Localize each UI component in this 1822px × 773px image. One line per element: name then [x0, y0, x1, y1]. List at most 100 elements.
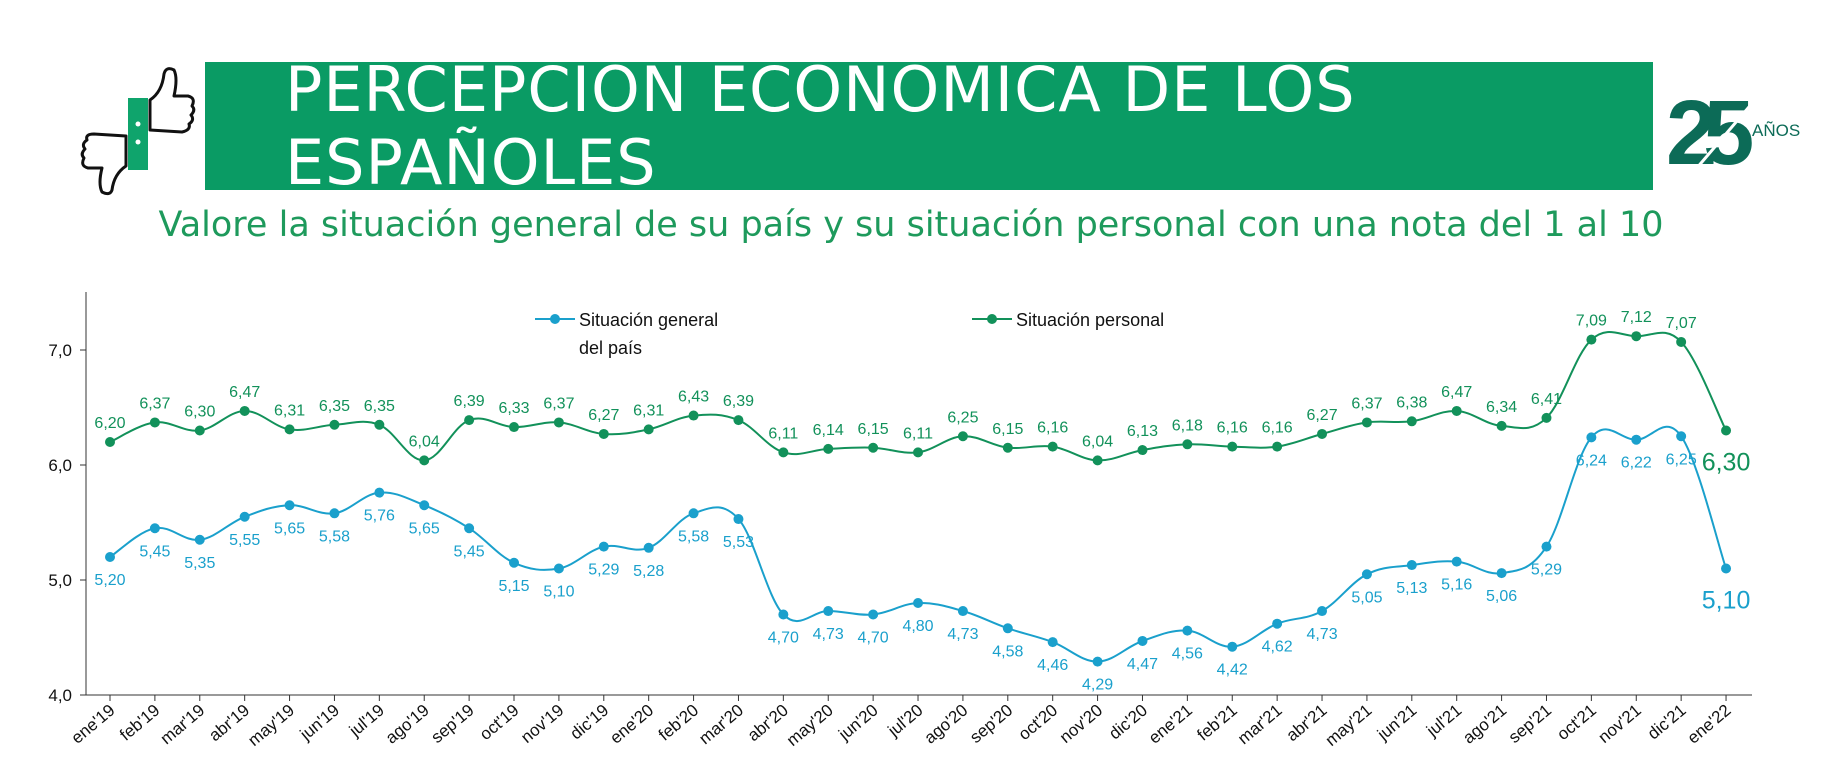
data-label: 5,45	[454, 543, 485, 560]
data-point	[194, 425, 205, 436]
data-label: 6,16	[1217, 420, 1248, 437]
x-tick-label: sep'20	[966, 701, 1016, 747]
data-label: 6,16	[1037, 420, 1068, 437]
data-point	[1182, 625, 1193, 636]
x-tick-label: nov'19	[517, 701, 567, 747]
data-label: 4,47	[1127, 656, 1158, 673]
line-chart: 4,0 5,0 6,0 7,0 5,20 5,45 5,35 5,55 5,65 5,58 5,7…	[48, 292, 1752, 750]
data-point	[1721, 425, 1732, 436]
data-label: 5,06	[1486, 588, 1517, 605]
data-point	[1092, 656, 1103, 667]
data-point	[1227, 441, 1238, 452]
data-label: 5,29	[1531, 562, 1562, 579]
data-label: 5,58	[678, 528, 709, 545]
y-tick-label: 6,0	[48, 456, 72, 475]
data-label: 5,15	[498, 578, 529, 595]
data-point	[778, 447, 789, 458]
data-point	[509, 422, 520, 433]
data-point	[329, 419, 340, 430]
y-tick-label: 4,0	[48, 686, 72, 705]
data-label: 6,37	[139, 395, 170, 412]
data-point	[1541, 412, 1552, 423]
data-label: 4,73	[947, 626, 978, 643]
x-tick-label: jul'20	[884, 701, 927, 741]
data-label: 5,55	[229, 532, 260, 549]
data-label: 6,39	[454, 393, 485, 410]
data-point	[733, 514, 744, 525]
data-label: 4,80	[902, 618, 933, 635]
x-tick-label: mar'19	[157, 701, 209, 749]
data-point	[1047, 441, 1058, 452]
x-tick-label: ene'22	[1684, 701, 1735, 748]
legend-label-general: Situación general	[579, 310, 718, 330]
data-point	[419, 455, 430, 466]
legend-marker-personal	[987, 314, 997, 324]
data-point	[374, 487, 385, 498]
x-tick-label: jun'19	[296, 701, 343, 745]
legend-label-general-line2: del país	[579, 338, 642, 358]
data-label: 4,70	[768, 630, 799, 647]
data-label: 4,70	[858, 630, 889, 647]
data-label: 6,24	[1576, 452, 1607, 469]
data-label: 6,31	[274, 402, 305, 419]
data-point	[239, 511, 250, 522]
data-point	[284, 500, 295, 511]
data-point	[823, 443, 834, 454]
data-label: 4,73	[813, 626, 844, 643]
data-point	[1317, 606, 1328, 617]
data-label: 6,35	[319, 398, 350, 415]
x-tick-label: ago'19	[382, 701, 433, 748]
data-label: 6,15	[858, 421, 889, 438]
x-tick-label: oct'21	[1553, 701, 1600, 744]
data-point	[239, 405, 250, 416]
data-label: 6,04	[409, 433, 440, 450]
data-label: 5,05	[1351, 589, 1382, 606]
data-point	[957, 431, 968, 442]
chart-subtitle: Valore la situación general de su país y…	[158, 205, 1664, 245]
data-point	[105, 437, 115, 447]
chart-legend: Situación general del país Situación perso…	[535, 310, 1164, 358]
data-point	[149, 523, 160, 534]
x-tick-label: feb'21	[1194, 701, 1241, 745]
data-point	[194, 534, 205, 545]
x-tick-label: mar'21	[1234, 701, 1286, 749]
data-label: 6,14	[813, 422, 844, 439]
data-point	[1002, 623, 1013, 634]
data-point	[149, 417, 160, 428]
data-label: 5,53	[723, 534, 754, 551]
data-point	[913, 598, 924, 608]
data-label: 5,65	[409, 520, 440, 537]
x-tick-label: mar'20	[695, 701, 747, 749]
data-point	[1317, 428, 1328, 439]
data-point	[1586, 432, 1597, 443]
data-point	[1496, 420, 1507, 431]
data-point	[598, 541, 609, 552]
data-label: 6,27	[588, 407, 619, 424]
data-point	[778, 609, 789, 620]
data-label: 6,31	[633, 402, 664, 419]
data-point	[643, 424, 654, 435]
data-label: 6,27	[1306, 407, 1337, 424]
data-point	[688, 410, 699, 421]
data-label: 4,56	[1172, 646, 1203, 663]
data-label: 6,13	[1127, 423, 1158, 440]
data-label: 6,38	[1396, 394, 1427, 411]
series-lines	[109, 331, 1727, 663]
data-point	[598, 428, 609, 439]
data-point	[733, 415, 744, 426]
x-tick-label: nov'21	[1595, 701, 1645, 747]
data-point	[1406, 416, 1417, 427]
thumbs-down-icon	[80, 132, 148, 196]
data-label: 5,20	[94, 572, 125, 589]
data-label: 6,37	[1351, 395, 1382, 412]
data-point	[1002, 442, 1013, 453]
x-tick-label: jul'19	[345, 701, 388, 741]
title-banner: PERCEPCIÓN ECONÓMICA DE LOS ESPAÑOLES	[205, 53, 1653, 199]
data-point	[1227, 641, 1238, 652]
thumbs-logo	[80, 67, 196, 196]
x-tick-label: ago'21	[1459, 701, 1510, 748]
data-label: 6,34	[1486, 399, 1517, 416]
data-label: 4,58	[992, 643, 1023, 660]
data-point	[509, 557, 520, 568]
x-tick-label: sep'19	[427, 701, 477, 747]
